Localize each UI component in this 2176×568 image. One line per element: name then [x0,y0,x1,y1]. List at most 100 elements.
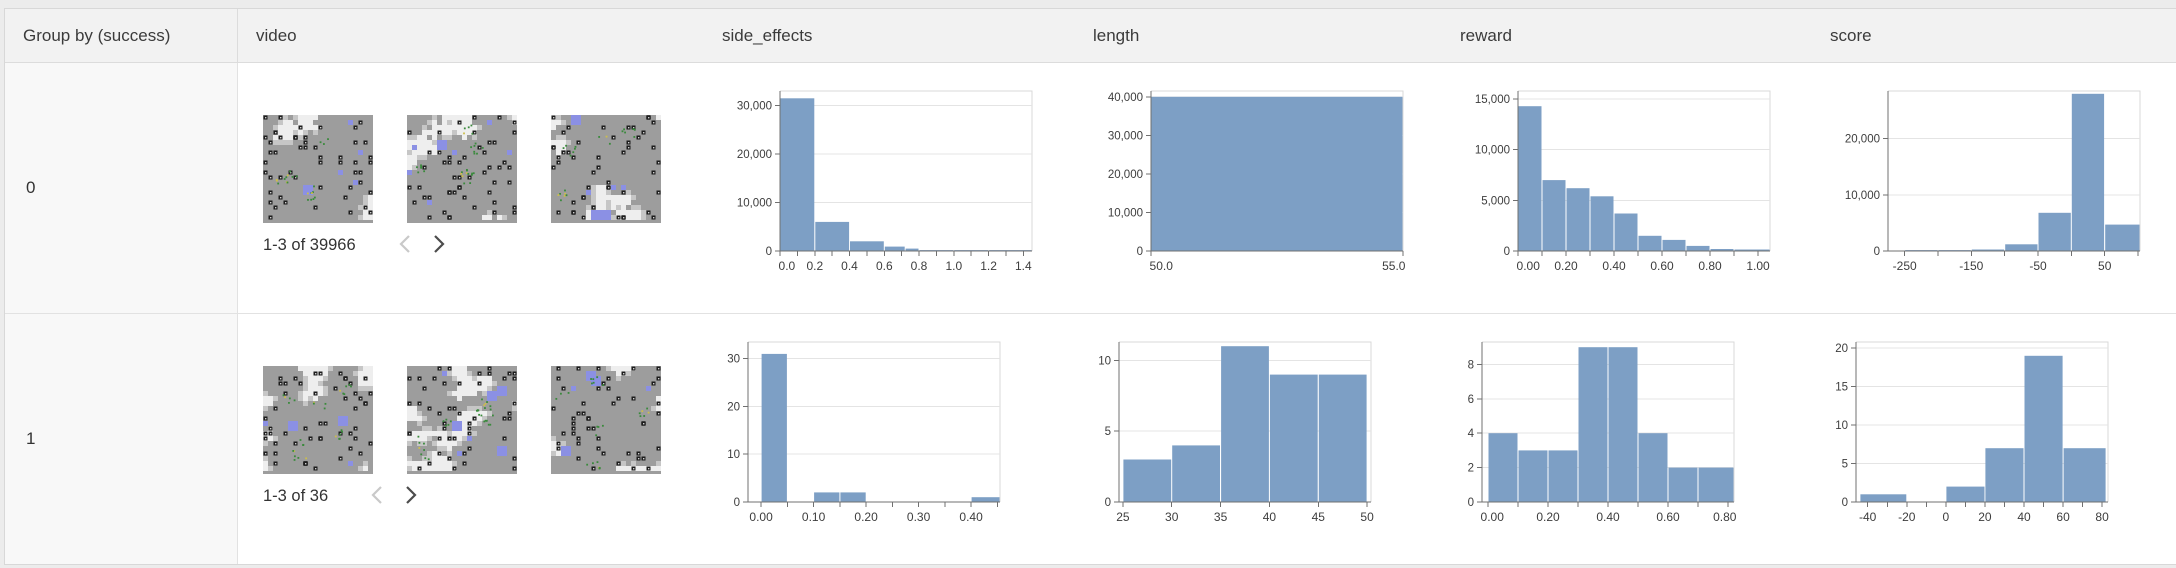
svg-text:0: 0 [1943,510,1950,524]
column-header-side-effects[interactable]: side_effects [722,25,813,45]
svg-text:0.30: 0.30 [907,510,931,524]
svg-text:60: 60 [2056,510,2070,524]
svg-text:8: 8 [1468,359,1474,371]
column-header-length[interactable]: length [1093,25,1140,45]
svg-text:10: 10 [1098,355,1111,367]
svg-text:0.60: 0.60 [1656,510,1680,524]
svg-text:0.80: 0.80 [1698,259,1722,273]
group-value-cell: 0 [5,63,238,313]
svg-text:10: 10 [1835,420,1848,432]
pagination-label: 1-3 of 39966 [263,235,356,254]
svg-text:50: 50 [2098,259,2112,273]
pagination: 1-3 of 36 [263,485,704,507]
svg-text:1.4: 1.4 [1015,259,1032,273]
svg-text:20,000: 20,000 [1845,134,1880,146]
svg-text:-50: -50 [2029,259,2047,273]
video-thumbnail[interactable] [551,366,661,474]
histogram-side-effects[interactable]: 0 10,000 20,000 30,000 0.0 0.2 0.4 0.6 0.8 1.0 1.2… [716,83,1075,279]
column-header-video[interactable]: video [256,25,297,45]
svg-text:5: 5 [1842,459,1848,471]
svg-text:0.00: 0.00 [1481,510,1505,524]
svg-text:15: 15 [1835,382,1848,394]
svg-text:35: 35 [1214,510,1228,524]
svg-text:10: 10 [727,449,740,461]
chevron-left-icon [371,485,383,508]
video-thumbnail[interactable] [407,366,517,474]
svg-text:30: 30 [1165,510,1179,524]
video-thumbnail[interactable] [263,115,373,223]
svg-text:-40: -40 [1859,510,1877,524]
histogram-score[interactable]: 0 5 10 15 20 -40 -20 0 20 40 60 80 [1824,334,2176,530]
svg-text:45: 45 [1312,510,1326,524]
svg-text:0: 0 [1842,497,1848,509]
histogram-score[interactable]: 0 10,000 20,000 -250 -150 -50 50 [1824,83,2176,279]
pagination-prev-button[interactable] [364,485,390,507]
svg-text:10,000: 10,000 [1845,190,1880,202]
svg-text:-250: -250 [1893,259,1917,273]
svg-text:40: 40 [1263,510,1277,524]
svg-text:20: 20 [1978,510,1992,524]
video-thumbnails [263,366,704,474]
svg-text:6: 6 [1468,394,1474,406]
column-header-group-by[interactable]: Group by (success) [5,9,238,62]
svg-text:15,000: 15,000 [1475,94,1510,106]
histogram-side-effects[interactable]: 0 10 20 30 0.00 0.10 0.20 0.30 0.40 [716,334,1075,530]
svg-text:0.40: 0.40 [959,510,983,524]
svg-text:0.6: 0.6 [876,259,893,273]
svg-text:20: 20 [727,402,740,414]
svg-text:0: 0 [1468,497,1474,509]
svg-text:0.60: 0.60 [1650,259,1674,273]
svg-text:5: 5 [1105,426,1111,438]
svg-text:0.80: 0.80 [1713,510,1737,524]
svg-text:20: 20 [1835,343,1848,355]
svg-text:0.4: 0.4 [841,259,858,273]
svg-text:1.00: 1.00 [1746,259,1770,273]
svg-text:1.0: 1.0 [945,259,962,273]
svg-text:0: 0 [1137,246,1143,258]
svg-text:0: 0 [734,497,740,509]
video-thumbnail[interactable] [551,115,661,223]
svg-text:25: 25 [1116,510,1130,524]
chevron-left-icon [399,234,411,257]
svg-text:10,000: 10,000 [1108,207,1143,219]
grouped-runs-table: Group by (success) video side_effects le… [4,8,2176,565]
histogram-length[interactable]: 0 5 10 25 30 35 40 45 50 [1087,334,1442,530]
pagination-next-button[interactable] [398,485,424,507]
pagination: 1-3 of 39966 [263,234,704,256]
pagination-prev-button[interactable] [392,234,418,256]
svg-text:0.00: 0.00 [1517,259,1541,273]
video-thumbnail[interactable] [263,366,373,474]
svg-text:20,000: 20,000 [737,149,772,161]
chevron-right-icon [433,234,445,257]
svg-text:55.0: 55.0 [1382,259,1406,273]
svg-text:1.2: 1.2 [980,259,997,273]
svg-text:30,000: 30,000 [1108,130,1143,142]
histogram-reward[interactable]: 0 5,000 10,000 15,000 0.00 0.20 0.40 0.60 0.80 1.… [1454,83,1812,279]
pagination-label: 1-3 of 36 [263,486,329,505]
svg-text:80: 80 [2095,510,2109,524]
svg-text:40: 40 [2017,510,2031,524]
svg-text:0: 0 [1874,246,1880,258]
column-header-reward[interactable]: reward [1460,25,1512,45]
video-cell: 1-3 of 36 [238,314,704,564]
svg-text:0.20: 0.20 [854,510,878,524]
svg-text:0.20: 0.20 [1554,259,1578,273]
svg-text:50: 50 [1360,510,1374,524]
svg-text:0.00: 0.00 [749,510,773,524]
svg-text:10,000: 10,000 [737,198,772,210]
svg-text:30,000: 30,000 [737,101,772,113]
svg-text:-150: -150 [1959,259,1983,273]
histogram-reward[interactable]: 0 2 4 6 8 0.00 0.20 0.40 0.60 0.80 [1454,334,1812,530]
video-thumbnail[interactable] [407,115,517,223]
svg-text:0: 0 [1504,246,1510,258]
column-header-score[interactable]: score [1830,25,1872,45]
svg-text:5,000: 5,000 [1481,195,1510,207]
svg-text:40,000: 40,000 [1108,92,1143,104]
svg-text:10,000: 10,000 [1475,145,1510,157]
pagination-next-button[interactable] [426,234,452,256]
svg-text:2: 2 [1468,463,1474,475]
video-cell: 1-3 of 39966 [238,63,704,313]
histogram-length[interactable]: 0 10,000 20,000 30,000 40,000 50.0 55.0 [1087,83,1442,279]
svg-text:0: 0 [766,246,772,258]
svg-text:50.0: 50.0 [1150,259,1174,273]
